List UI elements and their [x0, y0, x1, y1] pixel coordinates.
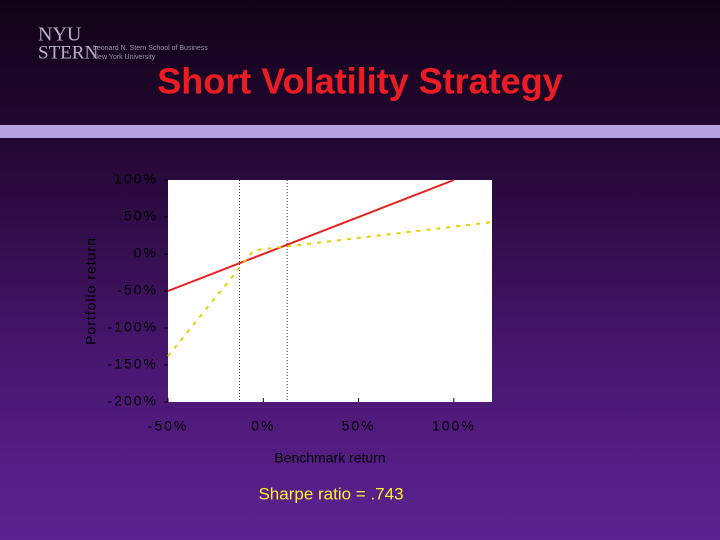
- y-tick-label: 100%: [114, 171, 158, 187]
- x-axis-label: Benchmark return: [274, 450, 385, 466]
- chart-title: Short Volatility Strategy: [157, 61, 562, 102]
- logo-line2: New York University: [93, 54, 156, 61]
- x-tick-label: 50%: [342, 418, 376, 434]
- y-axis-label: Portfolio return: [83, 237, 99, 345]
- logo-mark: NYU: [38, 24, 82, 46]
- logo-line1: Leonard N. Stern School of Business: [93, 45, 208, 52]
- y-tick-label: 50%: [124, 208, 158, 224]
- divider-band: [0, 125, 720, 138]
- y-tick-label: -50%: [117, 282, 158, 298]
- x-tick-label: 0%: [251, 418, 275, 434]
- annotation: Sharpe ratio = .743: [258, 484, 403, 503]
- y-tick-label: 0%: [134, 245, 158, 261]
- y-tick-label: -150%: [108, 356, 158, 372]
- y-tick-label: -100%: [108, 319, 158, 335]
- data-line: [167, 179, 455, 292]
- logo-school: STERN: [38, 42, 98, 63]
- x-tick-label: -50%: [148, 418, 189, 434]
- plot-area: [168, 180, 492, 402]
- y-tick-label: -200%: [108, 393, 158, 409]
- x-tick-label: 100%: [432, 418, 476, 434]
